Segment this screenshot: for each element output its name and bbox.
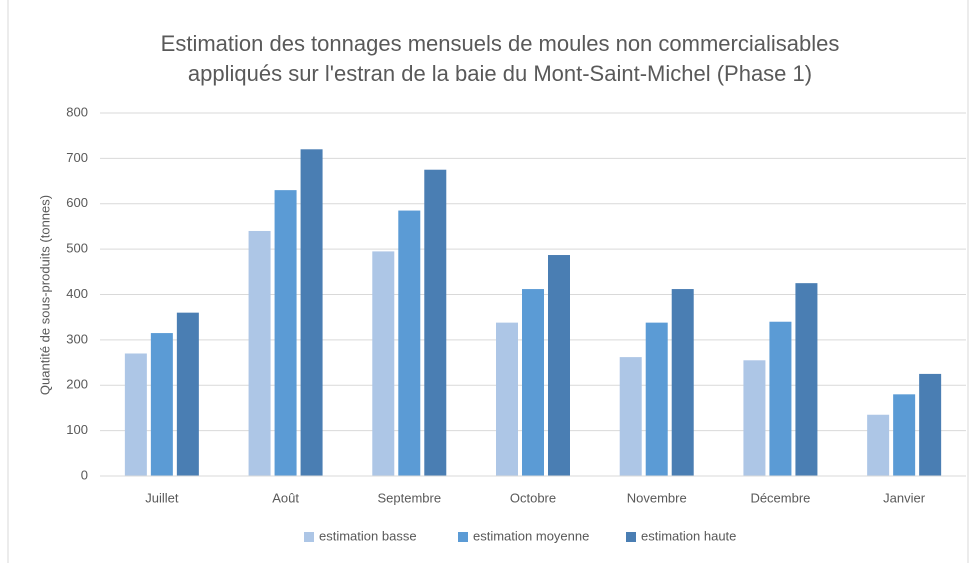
bar xyxy=(398,210,421,476)
x-tick-label: Août xyxy=(272,490,299,505)
y-tick-label: 800 xyxy=(66,104,88,119)
legend-label: estimation haute xyxy=(641,528,736,543)
bar xyxy=(522,289,544,476)
bar xyxy=(124,353,147,476)
bar xyxy=(300,149,323,477)
legend-label: estimation moyenne xyxy=(473,528,589,543)
chart-title: Estimation des tonnages mensuels de moul… xyxy=(161,31,840,56)
bar xyxy=(795,283,818,476)
bar xyxy=(769,321,792,476)
bar xyxy=(919,373,942,476)
y-axis-label: Quantité de sous-produits (tonnes) xyxy=(37,195,52,395)
chart-title: appliqués sur l'estran de la baie du Mon… xyxy=(188,61,812,86)
y-tick-label: 500 xyxy=(66,241,88,256)
x-tick-label: Octobre xyxy=(510,490,556,505)
x-tick-label: Septembre xyxy=(377,490,441,505)
bar xyxy=(645,322,668,476)
y-tick-label: 0 xyxy=(81,467,88,482)
y-tick-label: 200 xyxy=(66,377,88,392)
y-tick-label: 400 xyxy=(66,286,88,301)
x-tick-label: Janvier xyxy=(883,490,926,505)
x-tick-label: Juillet xyxy=(145,490,179,505)
bar xyxy=(893,394,916,476)
bar xyxy=(274,190,297,476)
bar xyxy=(424,169,447,476)
y-tick-label: 600 xyxy=(66,195,88,210)
legend-swatch xyxy=(626,532,636,542)
bar xyxy=(248,230,271,476)
bar xyxy=(548,255,570,476)
bar xyxy=(671,289,694,476)
bar xyxy=(496,322,518,476)
bar xyxy=(150,333,173,476)
x-tick-label: Novembre xyxy=(627,490,687,505)
bar xyxy=(372,251,395,476)
legend-swatch xyxy=(458,532,468,542)
chart-frame xyxy=(7,0,969,563)
legend-swatch xyxy=(304,532,314,542)
y-tick-label: 100 xyxy=(66,422,88,437)
y-tick-label: 700 xyxy=(66,150,88,165)
bar xyxy=(176,312,199,476)
bar xyxy=(743,360,766,476)
y-tick-label: 300 xyxy=(66,331,88,346)
bar xyxy=(619,357,642,476)
x-tick-label: Décembre xyxy=(750,490,810,505)
bar xyxy=(867,414,890,476)
legend-label: estimation basse xyxy=(319,528,417,543)
